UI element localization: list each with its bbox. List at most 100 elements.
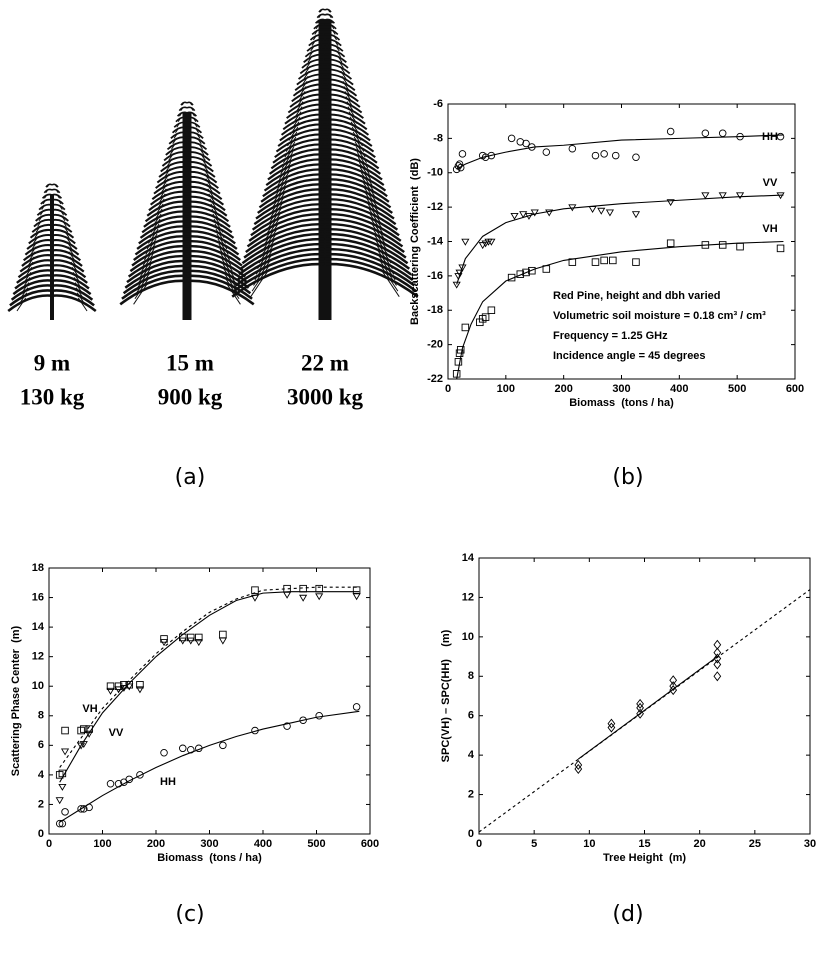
y-tick-label: -6 xyxy=(433,98,443,110)
twig xyxy=(137,268,151,288)
twig xyxy=(203,168,210,178)
branch xyxy=(324,183,392,209)
y-tick-label: 2 xyxy=(38,798,44,810)
y-tick-label: -22 xyxy=(427,373,443,385)
branch xyxy=(186,126,203,134)
twig xyxy=(180,108,183,111)
twig xyxy=(337,55,343,63)
y-tick-label: 12 xyxy=(462,591,474,603)
twig xyxy=(164,168,171,178)
point xyxy=(524,212,534,220)
point xyxy=(195,633,203,642)
twig xyxy=(269,197,285,219)
y-tick-label: 0 xyxy=(468,828,474,840)
point xyxy=(600,256,608,265)
y-tick-label: 14 xyxy=(32,621,45,633)
point xyxy=(455,269,464,277)
branch xyxy=(186,121,201,128)
point xyxy=(160,748,168,757)
point xyxy=(55,771,64,779)
fit-line xyxy=(577,656,718,760)
branch xyxy=(272,143,326,164)
point xyxy=(299,594,308,602)
x-tick-label: 600 xyxy=(361,838,379,850)
twig xyxy=(35,225,41,233)
point xyxy=(136,680,144,689)
point xyxy=(522,139,530,148)
branch xyxy=(26,238,53,250)
point xyxy=(487,151,496,160)
y-tick-label: 12 xyxy=(32,651,44,663)
twig xyxy=(141,253,154,272)
y-axis-label: SPC(VH) – SPC(HH) (m) xyxy=(440,629,452,762)
twig xyxy=(42,200,46,205)
branch xyxy=(308,38,326,47)
twig xyxy=(270,192,286,214)
point xyxy=(522,268,530,277)
point xyxy=(80,725,88,733)
x-tick-label: 100 xyxy=(93,838,111,850)
twig xyxy=(198,143,204,150)
twig xyxy=(369,212,385,236)
point xyxy=(61,808,69,816)
twig xyxy=(168,153,174,161)
y-tick-label: 8 xyxy=(38,710,44,722)
branch xyxy=(51,233,76,245)
branch xyxy=(274,138,326,159)
branch xyxy=(129,249,188,273)
branch xyxy=(143,210,188,228)
point xyxy=(456,346,465,354)
branch xyxy=(324,148,380,170)
point xyxy=(718,192,727,200)
tree-mass: 900 kg xyxy=(158,384,223,409)
point xyxy=(458,150,467,158)
branch xyxy=(324,262,419,298)
y-tick-label: -18 xyxy=(427,304,443,316)
branch xyxy=(136,230,188,250)
point xyxy=(299,716,307,724)
branch xyxy=(33,218,53,228)
branch xyxy=(239,237,326,270)
twig xyxy=(60,210,65,216)
branch xyxy=(186,190,225,206)
twig xyxy=(380,268,400,297)
point xyxy=(481,240,490,248)
panel-caption: (a) xyxy=(175,465,206,490)
twig xyxy=(201,158,208,167)
point xyxy=(478,242,487,250)
branch xyxy=(324,188,393,214)
branch xyxy=(306,43,326,52)
y-tick-label: -14 xyxy=(427,235,444,247)
point xyxy=(568,204,577,212)
branch xyxy=(263,168,326,192)
tree-mass: 130 kg xyxy=(20,384,85,409)
panel-caption: (b) xyxy=(612,465,643,490)
twig xyxy=(331,25,335,30)
branch xyxy=(186,240,241,261)
branch xyxy=(51,183,59,188)
branch xyxy=(51,284,94,301)
point xyxy=(487,238,496,246)
branch xyxy=(324,178,390,203)
branch xyxy=(40,198,53,205)
branch xyxy=(160,161,188,173)
twig xyxy=(363,187,378,208)
twig xyxy=(196,133,201,139)
y-tick-label: 10 xyxy=(32,680,44,692)
branch xyxy=(186,141,208,151)
branch xyxy=(51,208,68,216)
branch xyxy=(255,193,326,220)
x-tick-label: 400 xyxy=(670,383,688,395)
branch xyxy=(314,18,326,24)
fit-line xyxy=(456,134,784,170)
twig xyxy=(365,197,381,219)
twig xyxy=(66,241,73,250)
branch xyxy=(324,153,382,175)
branch xyxy=(170,131,188,139)
branch xyxy=(186,161,214,173)
point xyxy=(352,593,361,601)
point xyxy=(282,591,292,599)
twig xyxy=(62,220,67,227)
point xyxy=(713,647,722,658)
point xyxy=(516,270,525,278)
